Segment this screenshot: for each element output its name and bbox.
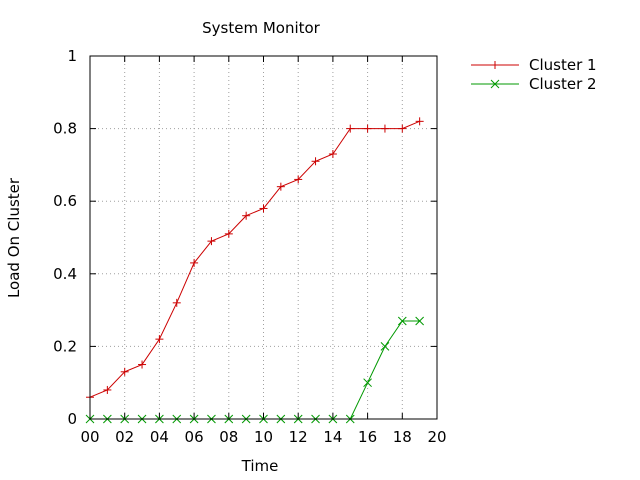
- x-tick-label: 18: [393, 428, 412, 446]
- cluster-1-point: [329, 150, 337, 158]
- x-tick-label: 00: [80, 428, 99, 446]
- cluster-1-point: [173, 299, 181, 307]
- x-tick-label: 12: [289, 428, 308, 446]
- x-tick-label: 04: [150, 428, 169, 446]
- x-tick-label: 16: [358, 428, 377, 446]
- y-tick-label: 0.6: [53, 192, 77, 210]
- y-tick-label: 1: [67, 47, 77, 65]
- cluster-1-line: [90, 121, 420, 397]
- cluster-1-point: [346, 125, 354, 133]
- y-tick-label: 0: [67, 410, 77, 428]
- legend-label-cluster-1: Cluster 1: [529, 56, 597, 74]
- y-tick-label: 0.4: [53, 265, 77, 283]
- x-tick-label: 14: [323, 428, 342, 446]
- x-axis-label: Time: [241, 457, 279, 475]
- y-axis-label: Load On Cluster: [5, 177, 23, 298]
- cluster-1-point: [155, 335, 163, 343]
- axis-ticks: 00 02 04 06 08 10 12 14 16 18 20 0 0.2 0.4 0.6 0.8 1: [53, 47, 446, 446]
- cluster-1-series: [86, 117, 424, 401]
- cluster-2-series: [86, 317, 424, 423]
- legend-item-cluster-2: Cluster 2: [471, 75, 597, 93]
- x-tick-label: 02: [115, 428, 134, 446]
- cluster-2-line: [90, 321, 420, 419]
- x-tick-label: 08: [219, 428, 238, 446]
- cluster-1-point: [398, 125, 406, 133]
- cluster-1-point: [381, 125, 389, 133]
- cluster-1-point: [416, 117, 424, 125]
- legend-item-cluster-1: Cluster 1: [471, 56, 597, 74]
- x-tick-label: 10: [254, 428, 273, 446]
- series-layer: [86, 117, 424, 423]
- y-tick-label: 0.2: [53, 337, 77, 355]
- x-tick-label: 20: [427, 428, 446, 446]
- cluster-1-point: [364, 125, 372, 133]
- legend-marker-cluster-1: [491, 61, 499, 69]
- chart-title: System Monitor: [202, 19, 321, 37]
- cluster-1-point: [138, 361, 146, 369]
- cluster-2-point: [364, 379, 372, 387]
- legend-label-cluster-2: Cluster 2: [529, 75, 597, 93]
- y-tick-label: 0.8: [53, 120, 77, 138]
- x-tick-label: 06: [185, 428, 204, 446]
